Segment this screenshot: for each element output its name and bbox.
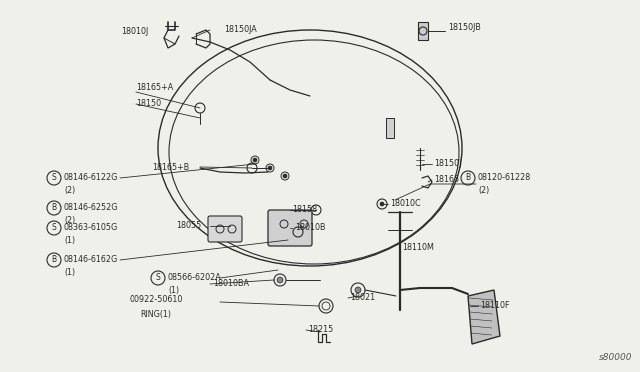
Text: 18010B: 18010B	[295, 224, 326, 232]
Text: RING(1): RING(1)	[140, 311, 171, 320]
Text: B: B	[51, 256, 56, 264]
Text: 00922-50610: 00922-50610	[130, 295, 184, 305]
Text: (1): (1)	[168, 286, 179, 295]
Text: 18110F: 18110F	[480, 301, 509, 311]
Text: 18165+A: 18165+A	[136, 83, 173, 93]
Polygon shape	[468, 290, 500, 344]
Text: 08363-6105G: 08363-6105G	[64, 224, 118, 232]
Circle shape	[253, 158, 257, 162]
Text: 18010BA: 18010BA	[213, 279, 249, 289]
Text: 18150JB: 18150JB	[448, 23, 481, 32]
Text: 18021: 18021	[350, 294, 375, 302]
Text: 18215: 18215	[308, 326, 333, 334]
Text: 18110M: 18110M	[402, 244, 434, 253]
Circle shape	[277, 277, 283, 283]
Bar	[418, 22, 428, 40]
Text: (2): (2)	[478, 186, 489, 196]
Text: (1): (1)	[64, 269, 75, 278]
Circle shape	[355, 287, 361, 293]
Text: 18055: 18055	[176, 221, 201, 231]
Text: S: S	[52, 224, 56, 232]
Text: 18158: 18158	[292, 205, 317, 215]
Text: (2): (2)	[64, 186, 76, 196]
Text: 08146-6162G: 08146-6162G	[64, 256, 118, 264]
Bar	[386, 118, 394, 138]
Text: 08566-6202A: 08566-6202A	[168, 273, 221, 282]
Text: B: B	[51, 203, 56, 212]
Text: 08146-6122G: 08146-6122G	[64, 173, 118, 183]
Circle shape	[283, 174, 287, 178]
Text: S: S	[52, 173, 56, 183]
Text: (2): (2)	[64, 217, 76, 225]
Text: 18165: 18165	[434, 176, 459, 185]
Text: 18150: 18150	[136, 99, 161, 109]
Text: B: B	[465, 173, 470, 183]
Text: s80000: s80000	[598, 353, 632, 362]
FancyBboxPatch shape	[268, 210, 312, 246]
Text: 08146-6252G: 08146-6252G	[64, 203, 118, 212]
Text: (1): (1)	[64, 237, 75, 246]
Circle shape	[268, 166, 272, 170]
Text: 18150J: 18150J	[434, 160, 461, 169]
Text: 18010C: 18010C	[390, 199, 420, 208]
Text: 18010J: 18010J	[121, 28, 148, 36]
Text: S: S	[156, 273, 161, 282]
Text: 18165+B: 18165+B	[152, 163, 189, 171]
Circle shape	[380, 202, 384, 206]
Text: 18150JA: 18150JA	[224, 26, 257, 35]
FancyBboxPatch shape	[208, 216, 242, 242]
Text: 08120-61228: 08120-61228	[478, 173, 531, 183]
